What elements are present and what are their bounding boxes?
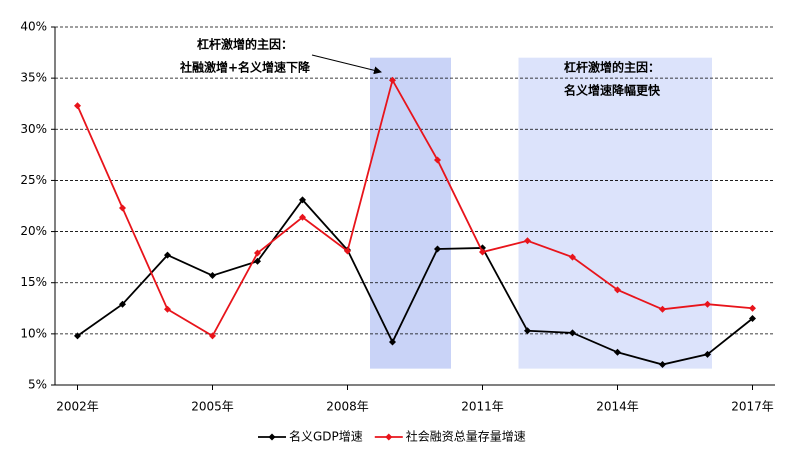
data-point [479,248,486,256]
legend-label: 社会融资总量存量增速 [406,429,526,444]
y-tick-label: 30% [20,122,47,136]
data-point [659,305,666,313]
y-tick-label: 5% [28,378,47,392]
data-point [164,305,171,313]
data-point [524,237,531,245]
y-tick-label: 35% [20,71,47,85]
data-point [434,156,441,164]
data-point [254,249,261,257]
data-point [209,272,216,280]
data-point [614,348,621,356]
annotation: 社融激增+名义增速下降 [179,60,311,75]
data-point [389,76,396,84]
data-point [344,247,351,255]
annotation: 名义增速降幅更快 [564,83,661,98]
x-tick-label: 2017年 [731,400,774,414]
legend-marker [385,433,393,441]
data-point [749,315,756,323]
data-point [434,245,441,253]
data-point [119,300,126,308]
data-point [569,253,576,261]
data-point [74,332,81,340]
data-point [299,213,306,221]
x-tick-label: 2008年 [326,400,369,414]
data-point [614,286,621,294]
x-tick-label: 2005年 [191,400,234,414]
annotation: 杠杆激增的主因： [564,60,660,75]
data-point [569,329,576,337]
data-point [164,251,171,259]
data-point [704,300,711,308]
series-line [76,198,754,366]
y-tick-label: 10% [20,326,47,340]
x-tick-label: 2011年 [461,400,504,414]
legend-label: 名义GDP增速 [289,429,363,444]
data-point [254,257,261,265]
data-point [749,304,756,312]
annotation: 杠杆激增的主因： [197,37,293,52]
x-tick-label: 2014年 [596,400,639,414]
y-tick-label: 20% [20,224,47,238]
data-point [704,350,711,358]
annotation-arrow [311,54,382,75]
x-tick-label: 2002年 [56,400,99,414]
y-tick-label: 25% [20,173,47,187]
series-line [76,77,753,338]
y-tick-label: 40% [20,20,47,34]
legend-marker [268,433,276,441]
data-point [524,327,531,335]
y-tick-label: 15% [20,275,47,289]
data-point [74,102,81,110]
data-point [119,204,126,212]
data-point [299,196,306,204]
data-point [209,332,216,340]
highlight-region [518,57,712,369]
data-point [659,361,666,369]
highlight-region [370,57,451,369]
data-point [389,338,396,346]
